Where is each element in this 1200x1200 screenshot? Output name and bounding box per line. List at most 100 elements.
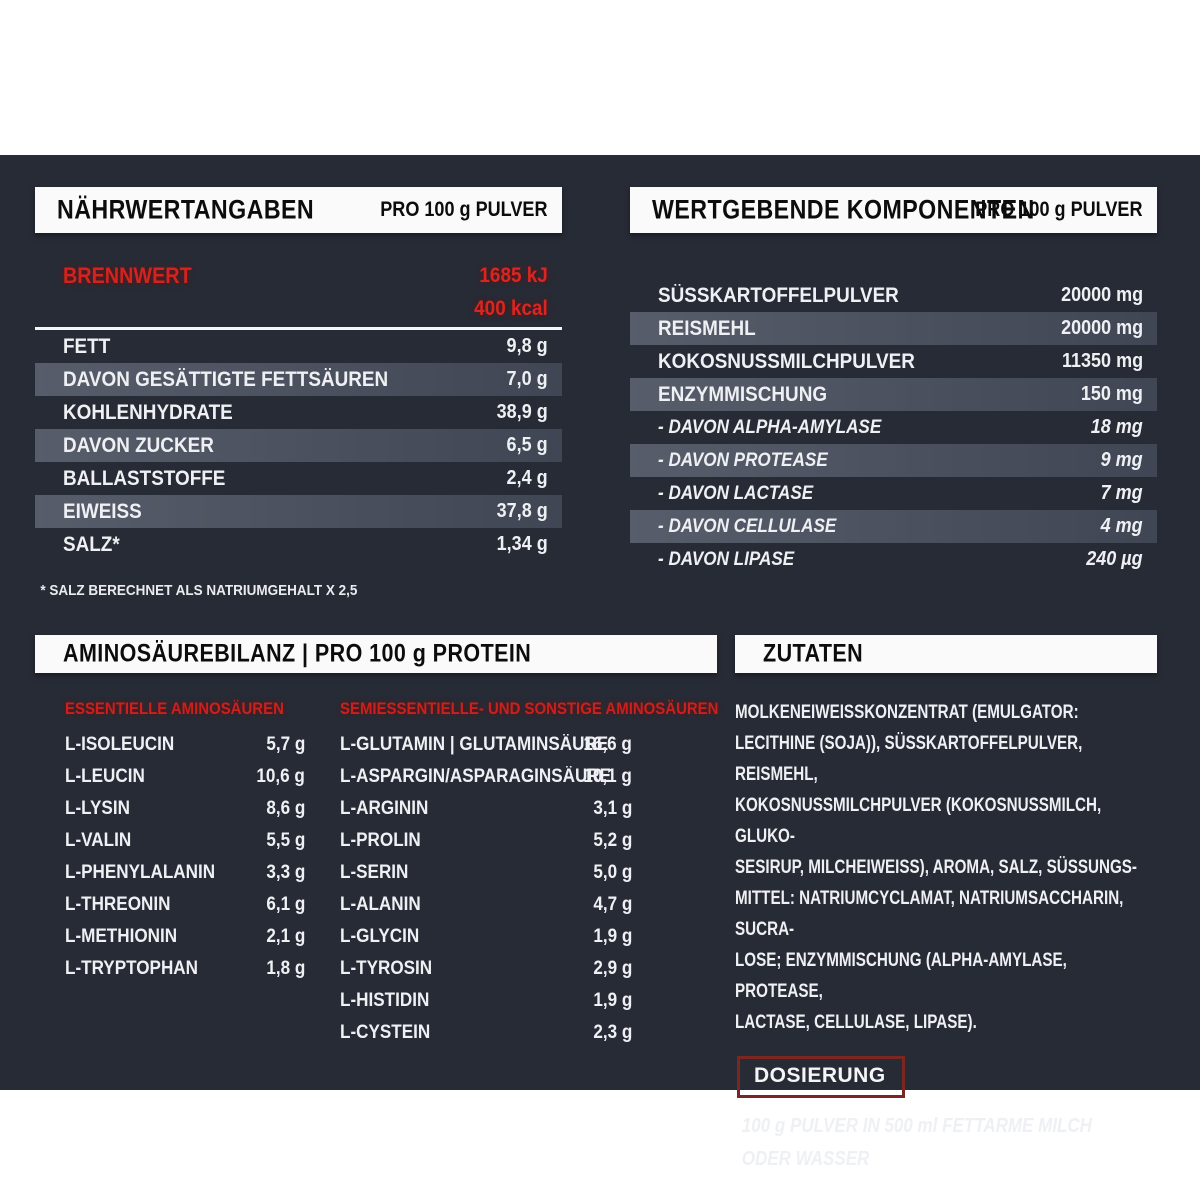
row-label: - DAVON CELLULASE: [658, 516, 837, 537]
table-row: SÜSSKARTOFFELPULVER 20000 mg: [630, 279, 1157, 312]
row-label: SÜSSKARTOFFELPULVER: [658, 284, 899, 307]
amino-value: 8,6 g: [266, 798, 305, 819]
other-amino-column: SEMIESSENTIELLE- UND SONSTIGE AMINOSÄURE…: [340, 699, 719, 1049]
essential-amino-rows: L-ISOLEUCIN 5,7 g L-LEUCIN 10,6 g L-LYSI…: [65, 729, 305, 985]
list-item: L-TRYPTOPHAN 1,8 g: [65, 953, 305, 985]
ingredients-title: ZUTATEN: [763, 639, 864, 668]
table-row: EIWEISS 37,8 g: [35, 495, 562, 528]
amino-value: 5,2 g: [593, 830, 632, 851]
energy-values: 1685 kJ 400 kcal: [474, 259, 548, 325]
amino-value: 4,7 g: [593, 894, 632, 915]
row-label: DAVON GESÄTTIGTE FETTSÄUREN: [63, 368, 389, 391]
list-item: L-THREONIN 6,1 g: [65, 889, 305, 921]
table-row: SALZ* 1,34 g: [35, 528, 562, 561]
amino-label: L-TYROSIN: [340, 958, 433, 979]
row-value: 37,8 g: [496, 500, 548, 522]
table-row: ENZYMMISCHUNG 150 mg: [630, 378, 1157, 411]
table-row: BALLASTSTOFFE 2,4 g: [35, 462, 562, 495]
amino-label: L-ASPARGIN/ASPARAGINSÄURE: [340, 766, 612, 787]
amino-label: L-METHIONIN: [65, 926, 178, 947]
amino-value: 1,9 g: [593, 990, 632, 1011]
list-item: L-ALANIN 4,7 g: [340, 889, 632, 921]
ingredients-text: MOLKENEIWEISSKONZENTRAT (EMULGATOR: LECI…: [735, 702, 1137, 1033]
amino-value: 2,3 g: [593, 1022, 632, 1043]
amino-label: L-ARGININ: [340, 798, 429, 819]
row-value: 7,0 g: [506, 368, 548, 390]
amino-label: L-LYSIN: [65, 798, 130, 819]
nutrition-title: NÄHRWERTANGABEN: [57, 194, 315, 225]
dosage-badge: DOSIERUNG: [737, 1056, 905, 1098]
ingredients-section: ZUTATEN MOLKENEIWEISSKONZENTRAT (EMULGAT…: [735, 635, 1157, 1176]
energy-row: BRENNWERT 1685 kJ 400 kcal: [35, 259, 562, 325]
essential-amino-column: ESSENTIELLE AMINOSÄUREN L-ISOLEUCIN 5,7 …: [65, 699, 305, 985]
row-value: 240 µg: [1086, 548, 1143, 570]
table-row: FETT 9,8 g: [35, 330, 562, 363]
row-label: SALZ*: [63, 533, 120, 556]
other-amino-header: SEMIESSENTIELLE- UND SONSTIGE AMINOSÄURE…: [340, 699, 719, 718]
row-value: 150 mg: [1080, 383, 1143, 405]
amino-value: 10,6 g: [256, 766, 305, 787]
amino-value: 5,0 g: [593, 862, 632, 883]
row-value: 38,9 g: [496, 401, 548, 423]
row-label: BALLASTSTOFFE: [63, 467, 226, 490]
amino-value: 2,1 g: [266, 926, 305, 947]
amino-header-bar: AMINOSÄUREBILANZ | PRO 100 g PROTEIN: [35, 635, 717, 673]
table-row: - DAVON CELLULASE 4 mg: [630, 510, 1157, 543]
label-dark-panel: NÄHRWERTANGABEN PRO 100 g PULVER BRENNWE…: [0, 155, 1200, 1170]
components-table: WERTGEBENDE KOMPONENTEN PRO 100 g PULVER…: [630, 187, 1157, 576]
row-label: - DAVON LIPASE: [658, 549, 795, 570]
list-item: L-HISTIDIN 1,9 g: [340, 985, 632, 1017]
amino-label: L-HISTIDIN: [340, 990, 430, 1011]
row-value: 11350 mg: [1061, 350, 1143, 372]
amino-value: 16,6 g: [583, 734, 632, 755]
row-label: - DAVON ALPHA-AMYLASE: [658, 417, 882, 438]
amino-label: L-THREONIN: [65, 894, 171, 915]
table-row: - DAVON ALPHA-AMYLASE 18 mg: [630, 411, 1157, 444]
row-value: 4 mg: [1100, 515, 1143, 537]
row-value: 20000 mg: [1060, 317, 1143, 339]
amino-label: L-TRYPTOPHAN: [65, 958, 199, 979]
row-label: KOKOSNUSSMILCHPULVER: [658, 350, 915, 373]
table-row: DAVON ZUCKER 6,5 g: [35, 429, 562, 462]
list-item: L-PROLIN 5,2 g: [340, 825, 632, 857]
row-value: 9,8 g: [506, 335, 548, 357]
row-value: 9 mg: [1100, 449, 1143, 471]
amino-label: L-ISOLEUCIN: [65, 734, 175, 755]
list-item: L-GLYCIN 1,9 g: [340, 921, 632, 953]
amino-value: 2,9 g: [593, 958, 632, 979]
nutrition-rows: FETT 9,8 g DAVON GESÄTTIGTE FETTSÄUREN 7…: [35, 330, 562, 561]
list-item: L-TYROSIN 2,9 g: [340, 953, 632, 985]
amino-label: L-VALIN: [65, 830, 132, 851]
row-value: 18 mg: [1090, 416, 1143, 438]
components-header-bar: WERTGEBENDE KOMPONENTEN PRO 100 g PULVER: [630, 187, 1157, 233]
row-label: FETT: [63, 335, 111, 358]
row-value: 1,34 g: [496, 533, 548, 555]
essential-amino-header: ESSENTIELLE AMINOSÄUREN: [65, 699, 284, 718]
list-item: L-LYSIN 8,6 g: [65, 793, 305, 825]
row-value: 7 mg: [1100, 482, 1143, 504]
row-label: KOHLENHYDRATE: [63, 401, 233, 424]
row-label: - DAVON PROTEASE: [658, 450, 828, 471]
amino-value: 5,7 g: [266, 734, 305, 755]
list-item: L-ARGININ 3,1 g: [340, 793, 632, 825]
list-item: L-ISOLEUCIN 5,7 g: [65, 729, 305, 761]
table-row: - DAVON LIPASE 240 µg: [630, 543, 1157, 576]
salt-footnote: * SALZ BERECHNET ALS NATRIUMGEHALT X 2,5: [40, 582, 358, 599]
list-item: L-SERIN 5,0 g: [340, 857, 632, 889]
components-rows: SÜSSKARTOFFELPULVER 20000 mg REISMEHL 20…: [630, 279, 1157, 576]
list-item: L-METHIONIN 2,1 g: [65, 921, 305, 953]
nutrition-per-serving: PRO 100 g PULVER: [379, 198, 547, 221]
dosage-text: 100 g PULVER IN 500 ml FETTARME MILCH OD…: [741, 1115, 1092, 1170]
amino-value: 1,8 g: [266, 958, 305, 979]
amino-acid-section: AMINOSÄUREBILANZ | PRO 100 g PROTEIN ESS…: [35, 635, 719, 1059]
other-amino-rows: L-GLUTAMIN | GLUTAMINSÄURE 16,6 g L-ASPA…: [340, 729, 632, 1049]
energy-label: BRENNWERT: [63, 263, 192, 288]
list-item: L-VALIN 5,5 g: [65, 825, 305, 857]
list-item: L-ASPARGIN/ASPARAGINSÄURE 10,1 g: [340, 761, 632, 793]
amino-label: L-GLUTAMIN | GLUTAMINSÄURE: [340, 734, 609, 755]
amino-title: AMINOSÄUREBILANZ | PRO 100 g PROTEIN: [63, 639, 532, 668]
row-value: 20000 mg: [1060, 284, 1143, 306]
amino-value: 6,1 g: [266, 894, 305, 915]
amino-value: 3,1 g: [593, 798, 632, 819]
amino-value: 3,3 g: [266, 862, 305, 883]
